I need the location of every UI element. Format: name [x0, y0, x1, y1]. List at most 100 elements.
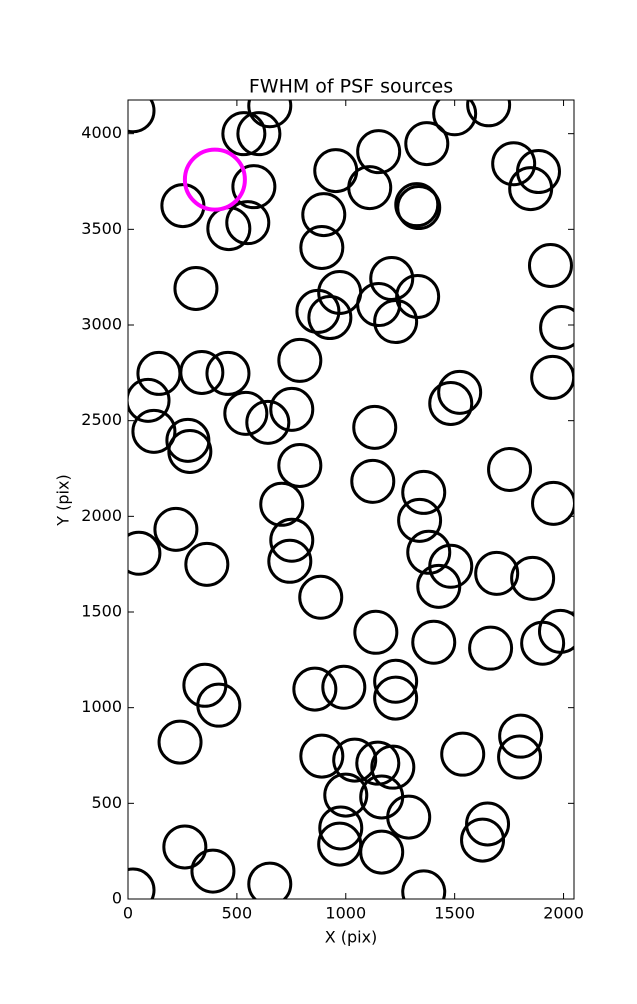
source-circle: [404, 121, 450, 167]
source-circle: [531, 480, 574, 526]
source-circle: [508, 166, 554, 212]
source-circle: [128, 377, 171, 423]
source-circle: [231, 164, 277, 210]
source-circle: [247, 861, 293, 899]
source-circle: [267, 538, 313, 584]
source-circle: [440, 731, 486, 777]
source-circle: [298, 574, 344, 620]
y-axis-label: Y (pix): [54, 474, 73, 526]
source-circle: [401, 469, 447, 515]
y-tick-label: 3500: [81, 219, 122, 238]
source-circle: [465, 801, 511, 847]
source-circle: [406, 529, 452, 575]
source-circle: [173, 265, 219, 311]
source-circle: [355, 740, 401, 786]
source-circle: [437, 369, 483, 415]
source-circle: [356, 129, 402, 175]
source-circle: [474, 550, 520, 596]
source-circle: [539, 304, 574, 350]
source-circle: [373, 675, 419, 721]
source-circle: [205, 350, 251, 396]
source-circle: [350, 458, 396, 504]
source-circle: [179, 349, 225, 395]
source-circle: [295, 288, 341, 334]
source-circle: [386, 794, 432, 840]
source-circle: [432, 100, 478, 137]
source-circle: [468, 625, 514, 671]
source-circle: [190, 848, 236, 894]
x-tick-label: 0: [123, 904, 133, 923]
x-axis-label: X (pix): [325, 928, 378, 947]
source-circle: [259, 481, 305, 527]
source-circle: [460, 817, 506, 863]
source-circle: [167, 428, 213, 474]
source-circle: [401, 869, 447, 899]
source-circle: [245, 399, 291, 445]
source-circle: [128, 867, 156, 899]
source-circle: [162, 824, 208, 870]
source-circle: [277, 337, 323, 383]
source-circle: [411, 619, 457, 665]
source-circle: [373, 658, 419, 704]
source-circle: [428, 380, 474, 426]
y-tick-label: 2000: [81, 506, 122, 525]
source-circle: [157, 719, 203, 765]
y-tick-label: 1500: [81, 602, 122, 621]
x-tick-label: 2000: [543, 904, 584, 923]
source-circle: [416, 563, 462, 609]
source-circle: [396, 185, 442, 231]
source-circle: [527, 243, 573, 289]
source-circle: [497, 734, 543, 780]
source-circle: [317, 821, 363, 867]
source-circle: [307, 295, 353, 341]
source-circle: [498, 713, 544, 759]
source-circle: [359, 829, 405, 875]
source-circle: [128, 530, 162, 576]
source-circle: [292, 666, 338, 712]
y-tick-label: 4000: [81, 123, 122, 142]
x-tick-label: 1000: [325, 904, 366, 923]
source-circle: [299, 733, 345, 779]
source-circle: [247, 100, 293, 129]
source-circle: [356, 282, 402, 328]
source-circle: [397, 497, 443, 543]
source-circle: [225, 200, 271, 246]
source-circle: [277, 442, 323, 488]
source-circle: [269, 386, 315, 432]
y-tick-label: 500: [91, 793, 122, 812]
source-circle: [353, 609, 399, 655]
source-circle: [323, 772, 369, 818]
source-circle: [332, 737, 378, 783]
source-circle: [196, 682, 242, 728]
source-circle: [318, 805, 364, 851]
highlight-circle: [182, 147, 247, 212]
source-circle: [510, 555, 556, 601]
source-circle: [373, 299, 419, 345]
y-tick-label: 3000: [81, 315, 122, 334]
plot-frame: [127, 99, 575, 900]
plot-area: [128, 100, 574, 899]
y-tick-label: 0: [112, 889, 122, 908]
source-circle: [131, 408, 177, 454]
source-circle: [153, 506, 199, 552]
source-circle: [321, 664, 367, 710]
source-circle: [370, 744, 416, 790]
source-circle: [236, 111, 282, 157]
y-tick-label: 2500: [81, 410, 122, 429]
source-circle: [269, 517, 315, 563]
source-circle: [347, 165, 393, 211]
chart-title: FWHM of PSF sources: [249, 76, 453, 98]
source-circle: [128, 100, 156, 134]
source-circle: [487, 446, 533, 492]
source-circle: [301, 192, 347, 238]
source-circle: [221, 111, 267, 157]
source-circle: [223, 390, 269, 436]
source-circle: [491, 141, 537, 187]
source-circle: [352, 404, 398, 450]
y-tick-label: 1000: [81, 697, 122, 716]
x-tick-label: 500: [222, 904, 253, 923]
source-circle: [394, 182, 440, 228]
source-circle: [299, 225, 345, 271]
source-circle: [184, 541, 230, 587]
